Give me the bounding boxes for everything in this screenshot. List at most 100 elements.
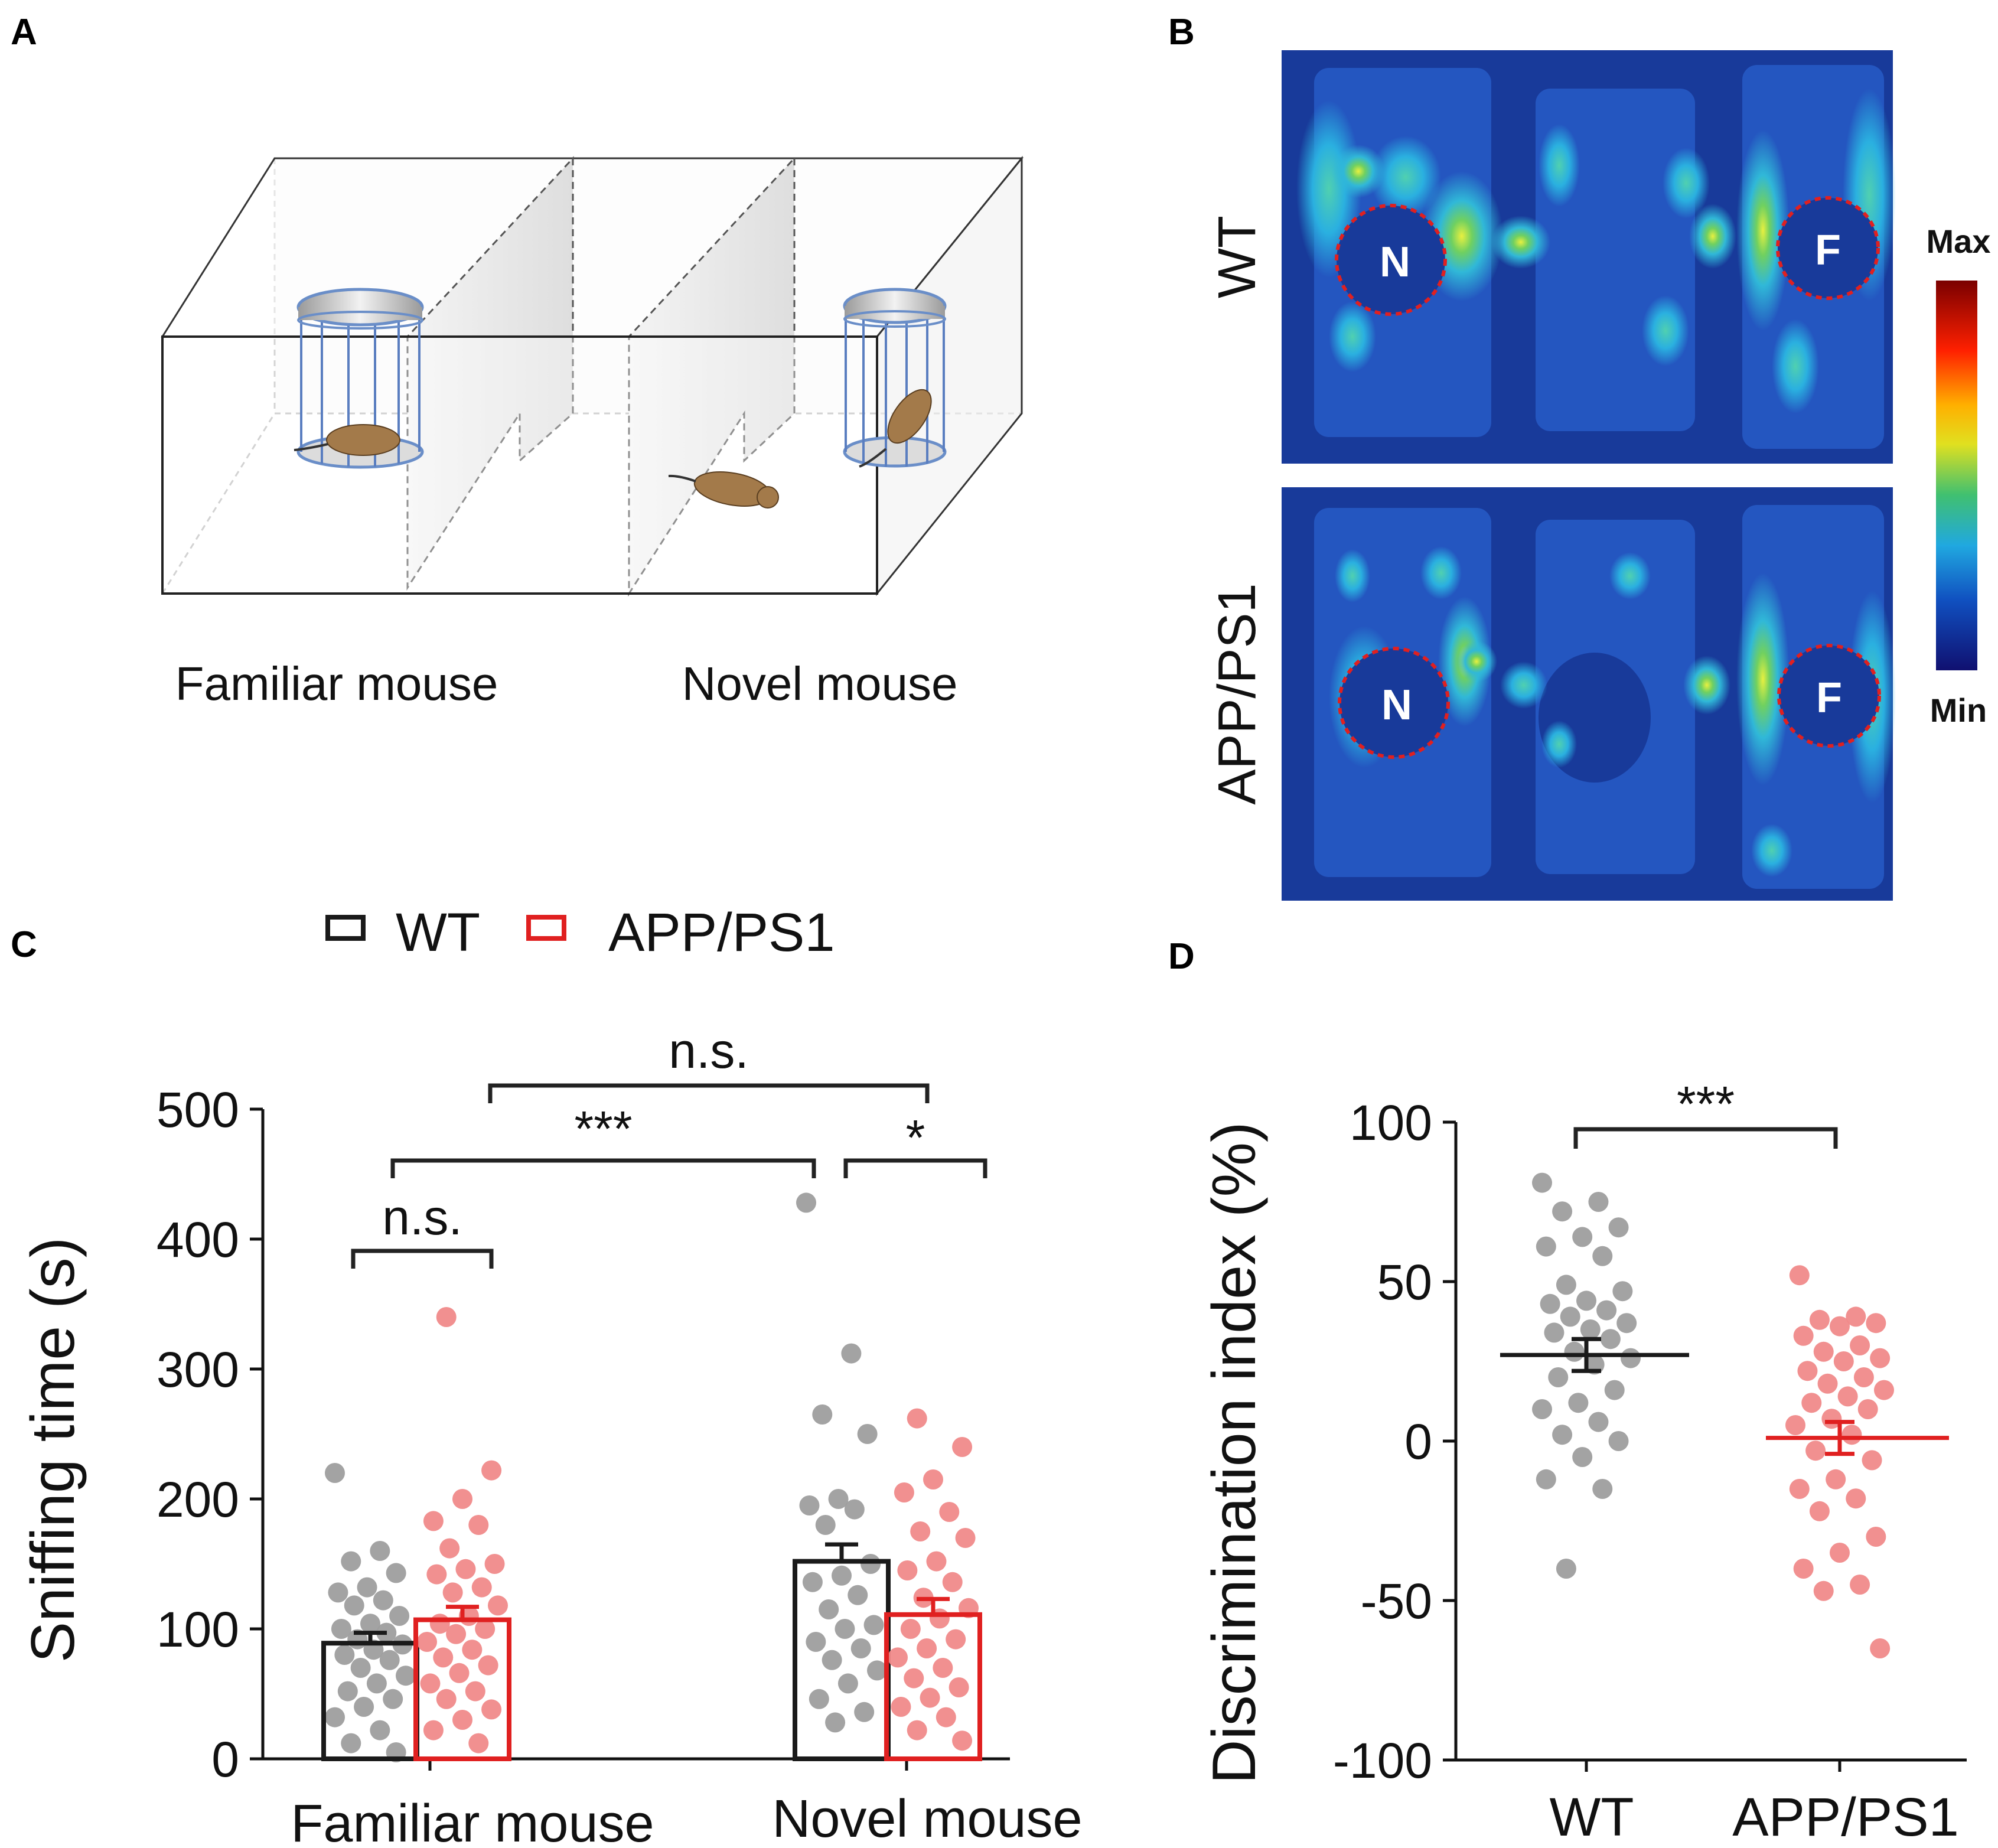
novel-mouse-cage [843, 288, 947, 468]
point-APP/PS1-8 [1870, 1348, 1891, 1368]
point-WT-21 [1604, 1380, 1625, 1400]
point-APP/PS1-13 [1874, 1380, 1894, 1400]
point-WT-27 [1572, 1447, 1593, 1467]
point-WT-Familiar mouse-10 [331, 1619, 351, 1639]
point-APP/PS1-Familiar mouse-3 [423, 1511, 444, 1531]
point-APP/PS1-18 [1785, 1415, 1805, 1435]
heatmap-row-label-wt: WT [1208, 216, 1267, 298]
point-WT-Novel mouse-22 [825, 1712, 846, 1733]
point-WT-Novel mouse-14 [835, 1619, 855, 1639]
point-WT-13 [1616, 1313, 1637, 1334]
point-APP/PS1-Novel mouse-22 [936, 1707, 956, 1728]
significance-bracket-0 [1573, 1127, 1838, 1149]
point-APP/PS1-Novel mouse-3 [894, 1482, 914, 1502]
point-APP/PS1-Familiar mouse-22 [465, 1681, 485, 1702]
point-WT-Familiar mouse-19 [366, 1673, 387, 1694]
point-WT-9 [1576, 1290, 1596, 1311]
point-APP/PS1-Novel mouse-18 [904, 1668, 924, 1689]
point-APP/PS1-Familiar mouse-6 [484, 1554, 505, 1574]
significance-label-0: *** [1677, 1076, 1735, 1132]
point-WT-28 [1536, 1469, 1556, 1490]
point-APP/PS1-Familiar mouse-18 [433, 1647, 454, 1668]
panel-c: C 0 100 200 300 400 500 Familiar mouse Novel mo… [11, 902, 1083, 1848]
zone-circle-familiar-app [1777, 644, 1881, 748]
point-APP/PS1-3 [1866, 1313, 1886, 1334]
point-WT-Familiar mouse-1 [370, 1541, 390, 1561]
significance-bracket-3 [488, 1083, 930, 1103]
zone-label-familiar-app: F [1816, 674, 1842, 722]
point-WT-30 [1556, 1559, 1576, 1579]
point-APP/PS1-Familiar mouse-20 [449, 1663, 470, 1683]
y-tick-label-3: 50 [1377, 1254, 1432, 1310]
point-WT-Novel mouse-5 [799, 1495, 820, 1515]
point-WT-26 [1608, 1431, 1629, 1451]
point-APP/PS1-25 [1809, 1501, 1830, 1521]
point-APP/PS1-Familiar mouse-0 [436, 1307, 457, 1327]
point-WT-15 [1544, 1322, 1564, 1343]
point-APP/PS1-Novel mouse-24 [952, 1730, 973, 1751]
point-WT-Novel mouse-11 [848, 1585, 868, 1605]
colorbar-max-label: Max [1927, 223, 1991, 260]
point-WT-Familiar mouse-6 [373, 1590, 393, 1611]
point-WT-Novel mouse-4 [828, 1489, 849, 1509]
point-APP/PS1-4 [1830, 1316, 1850, 1337]
point-WT-Familiar mouse-22 [354, 1697, 374, 1717]
y-tick-label-0: 0 [211, 1732, 239, 1787]
point-WT-Familiar mouse-0 [325, 1463, 345, 1483]
point-APP/PS1-Familiar mouse-23 [436, 1689, 457, 1709]
point-APP/PS1-Familiar mouse-11 [488, 1595, 508, 1616]
point-WT-Novel mouse-10 [802, 1572, 823, 1592]
point-WT-23 [1532, 1399, 1552, 1419]
significance-bracket-0 [351, 1249, 494, 1269]
point-APP/PS1-Familiar mouse-10 [442, 1582, 463, 1603]
point-WT-Familiar mouse-8 [389, 1606, 410, 1626]
point-APP/PS1-19 [1841, 1425, 1862, 1445]
panel-letter-b: B [1168, 12, 1195, 53]
point-APP/PS1-Novel mouse-4 [939, 1502, 960, 1522]
point-APP/PS1-Familiar mouse-24 [481, 1699, 502, 1720]
point-WT-4 [1572, 1227, 1593, 1247]
novel-mouse-icon [887, 389, 932, 444]
point-WT-Familiar mouse-24 [370, 1720, 390, 1741]
point-APP/PS1-2 [1809, 1309, 1830, 1330]
point-WT-Familiar mouse-2 [341, 1551, 361, 1572]
point-APP/PS1-Familiar mouse-4 [468, 1515, 489, 1535]
heatmap-wt: N F [1282, 50, 1896, 464]
zone-label-novel-app: N [1381, 682, 1412, 729]
point-WT-1 [1588, 1192, 1609, 1212]
point-APP/PS1-Familiar mouse-2 [452, 1489, 472, 1509]
point-APP/PS1-27 [1830, 1543, 1850, 1563]
point-WT-Familiar mouse-5 [328, 1582, 348, 1603]
point-WT-3 [1608, 1217, 1629, 1238]
point-WT-Novel mouse-18 [867, 1660, 887, 1681]
x-category-label-0: WT [1549, 1787, 1634, 1847]
point-APP/PS1-Familiar mouse-9 [471, 1577, 492, 1598]
point-APP/PS1-Novel mouse-6 [955, 1528, 976, 1548]
significance-label-1: *** [574, 1101, 632, 1156]
point-APP/PS1-26 [1866, 1527, 1886, 1547]
label-familiar-mouse: Familiar mouse [175, 657, 498, 710]
point-APP/PS1-Novel mouse-19 [949, 1677, 969, 1697]
point-APP/PS1-Novel mouse-9 [942, 1572, 963, 1592]
label-novel-mouse: Novel mouse [682, 657, 958, 710]
point-APP/PS1-Novel mouse-5 [910, 1521, 931, 1541]
heatmap-app-ps1: N F [1282, 487, 1896, 901]
zone-label-familiar-wt: F [1815, 227, 1841, 274]
point-APP/PS1-Familiar mouse-7 [455, 1559, 476, 1579]
x-category-label-1: APP/PS1 [1732, 1787, 1959, 1847]
point-APP/PS1-Familiar mouse-15 [446, 1624, 467, 1644]
point-WT-14 [1580, 1319, 1601, 1339]
y-tick-label-2: 0 [1404, 1414, 1432, 1469]
point-WT-Novel mouse-0 [796, 1192, 816, 1213]
point-APP/PS1-Familiar mouse-21 [420, 1673, 441, 1694]
point-WT-Novel mouse-19 [837, 1673, 858, 1694]
point-WT-10 [1540, 1293, 1560, 1314]
point-APP/PS1-Novel mouse-16 [888, 1647, 908, 1668]
point-WT-20 [1548, 1367, 1569, 1387]
point-APP/PS1-Familiar mouse-27 [468, 1733, 489, 1754]
apparatus-front-face [161, 335, 878, 595]
point-WT-Novel mouse-3 [857, 1424, 878, 1444]
point-APP/PS1-0 [1789, 1265, 1810, 1286]
point-WT-Novel mouse-16 [850, 1638, 871, 1658]
